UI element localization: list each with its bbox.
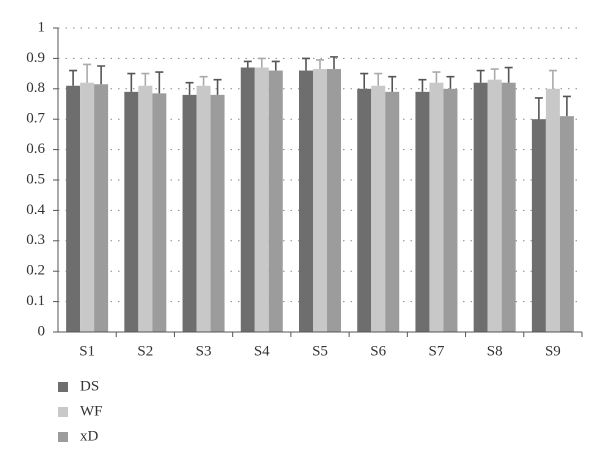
error-bar: [476, 69, 485, 83]
error-bar: [374, 72, 383, 86]
x-tick-label: S1: [79, 343, 95, 359]
x-tick-label: S9: [545, 343, 561, 359]
bar: [182, 94, 197, 332]
legend-label: DS: [80, 378, 99, 394]
error-bar: [504, 66, 513, 83]
bar: [545, 88, 560, 332]
x-tick-label: S6: [370, 343, 386, 359]
error-bar: [418, 78, 427, 92]
error-bar: [69, 69, 78, 86]
y-tick-label: 0.9: [26, 50, 45, 66]
y-tick-label: 0.7: [26, 111, 45, 127]
bar: [501, 82, 516, 332]
y-tick-label: 0.5: [26, 171, 45, 187]
error-bar: [257, 57, 266, 68]
bar: [473, 82, 488, 332]
bar: [210, 94, 225, 332]
error-bar: [548, 69, 557, 89]
bar: [152, 93, 167, 332]
bar: [415, 91, 430, 332]
bar: [268, 70, 283, 332]
error-bar: [199, 75, 208, 86]
legend-label: WF: [80, 403, 103, 419]
error-bar: [83, 63, 92, 83]
bar: [429, 82, 444, 332]
y-tick-label: 0.1: [26, 293, 45, 309]
bar: [94, 84, 109, 333]
legend-swatch: [58, 407, 68, 417]
error-bar: [316, 59, 324, 70]
error-bar: [534, 97, 543, 120]
error-bar: [271, 60, 280, 71]
legend-swatch: [58, 432, 68, 442]
x-tick-label: S4: [254, 343, 270, 359]
error-bar: [141, 72, 150, 86]
bar: [327, 69, 341, 332]
x-tick-label: S3: [196, 343, 212, 359]
y-tick-label: 0.4: [26, 202, 45, 218]
bar: [138, 85, 153, 332]
legend-label: xD: [80, 428, 99, 444]
x-tick-label: S7: [429, 343, 445, 359]
error-bar: [360, 72, 369, 89]
error-bar: [490, 68, 499, 80]
error-bar: [97, 65, 106, 85]
x-tick-label: S8: [487, 343, 503, 359]
y-tick-label: 0.8: [26, 80, 45, 96]
legend-swatch: [58, 382, 68, 392]
y-tick-label: 0.6: [26, 141, 45, 157]
bar: [357, 88, 372, 332]
error-bar: [213, 78, 222, 95]
error-bar: [446, 75, 455, 89]
error-bar: [155, 71, 164, 94]
bar: [531, 119, 546, 332]
bar: [254, 67, 269, 333]
error-bar: [388, 75, 397, 92]
bar: [487, 79, 502, 333]
error-bar: [330, 56, 338, 70]
x-tick-label: S5: [312, 343, 328, 359]
bar: [313, 69, 327, 332]
bar: [299, 70, 313, 332]
bar: [240, 67, 255, 333]
bar: [559, 116, 574, 332]
bar: [443, 88, 458, 332]
error-bar: [302, 57, 310, 71]
bar: [124, 91, 139, 332]
error-bar: [185, 81, 194, 95]
bar: [385, 91, 400, 332]
error-bar: [127, 72, 136, 92]
error-bar: [243, 60, 252, 68]
y-tick-label: 1: [38, 19, 46, 35]
bar: [371, 85, 386, 332]
x-tick-label: S2: [137, 343, 153, 359]
bar: [196, 85, 211, 332]
error-bar: [562, 95, 571, 117]
bar: [80, 82, 95, 332]
bar: [66, 85, 81, 332]
y-tick-label: 0.2: [26, 263, 45, 279]
y-tick-label: 0: [38, 323, 46, 339]
error-bar: [432, 71, 441, 83]
y-tick-label: 0.3: [26, 232, 45, 248]
